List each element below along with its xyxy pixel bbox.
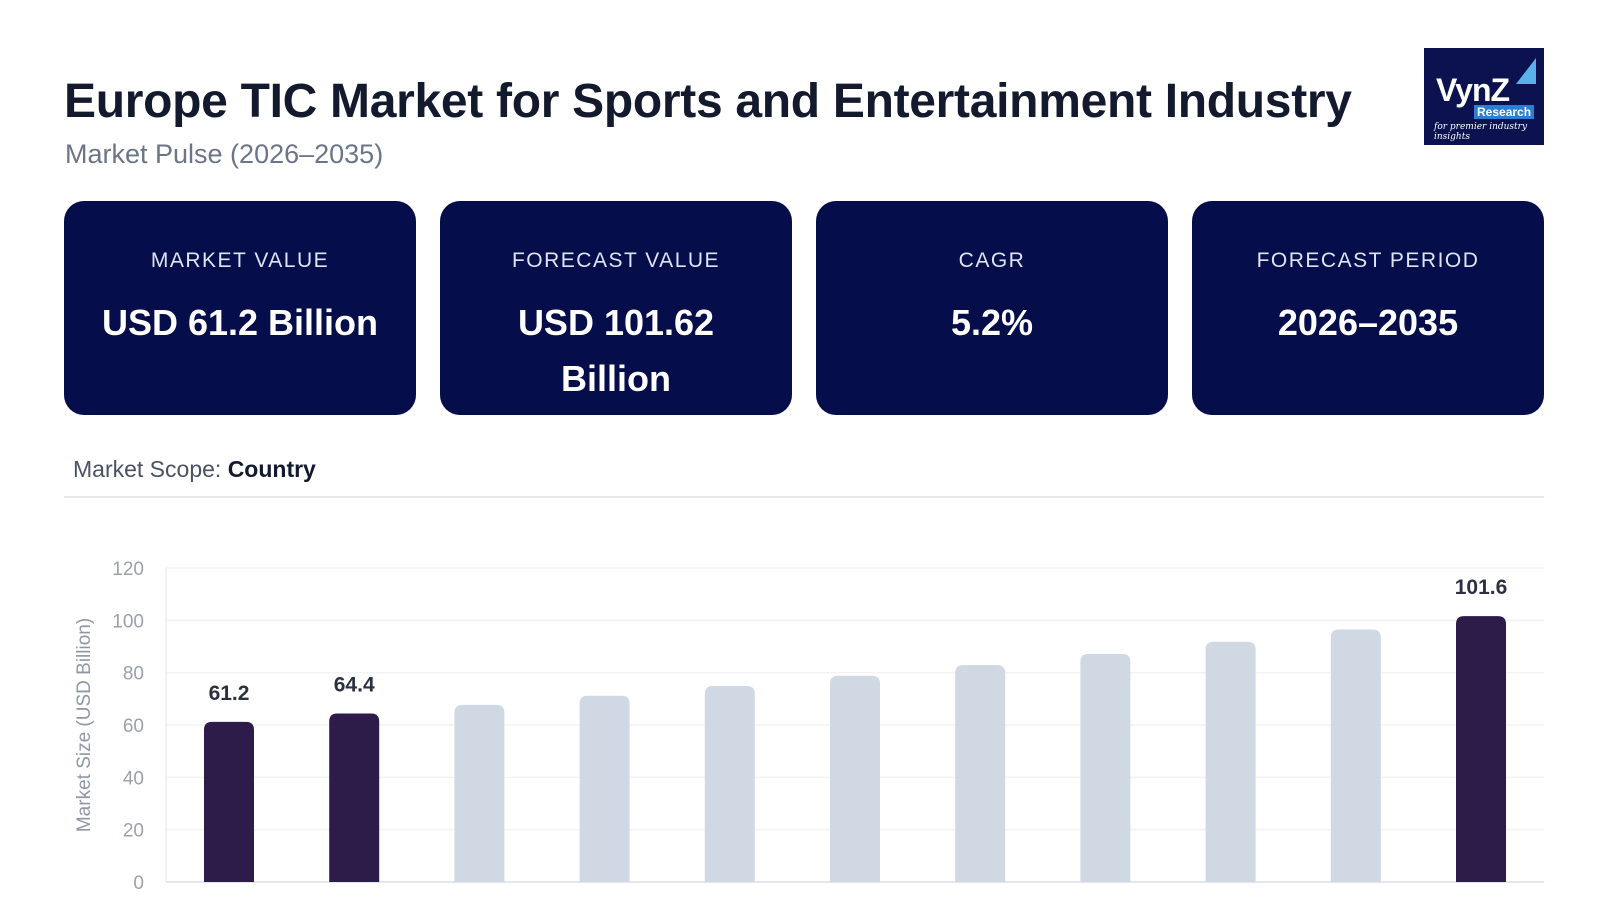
logo-badge: Research — [1474, 105, 1535, 119]
cagr-card: CAGR 5.2% — [816, 201, 1168, 415]
data-label: 61.2 — [209, 682, 250, 705]
card-label: MARKET VALUE — [150, 249, 330, 272]
scope-label: Market Scope: — [73, 456, 222, 482]
forecast-value-card: FORECAST VALUE USD 101.62 Billion — [440, 201, 792, 415]
bar — [1330, 629, 1381, 882]
y-axis-label: Market Size (USD Billion) — [74, 618, 95, 832]
page-title: Europe TIC Market for Sports and Enterta… — [64, 75, 1352, 128]
bar — [454, 704, 505, 882]
logo-name: VynZ — [1436, 72, 1510, 108]
bar — [1456, 616, 1506, 882]
bar — [1080, 653, 1131, 882]
bar — [830, 675, 880, 882]
card-value: USD 101.62 Billion — [517, 302, 715, 399]
page-subtitle: Market Pulse (2026–2035) — [65, 139, 384, 169]
card-label: FORECAST PERIOD — [1256, 249, 1480, 272]
bar — [579, 695, 630, 882]
bar — [1205, 641, 1256, 882]
y-tick-label: 80 — [123, 664, 144, 685]
bar — [204, 721, 254, 882]
forecast-period-card: FORECAST PERIOD 2026–2035 — [1192, 201, 1544, 415]
market-value-card: MARKET VALUE USD 61.2 Billion — [64, 201, 416, 415]
y-tick-label: 100 — [112, 611, 144, 632]
card-value: USD 61.2 Billion — [101, 302, 379, 343]
bar — [329, 713, 380, 882]
y-tick-label: 120 — [112, 559, 144, 580]
y-tick-label: 20 — [123, 821, 144, 842]
card-label: CAGR — [958, 249, 1026, 272]
logo-arrow-icon — [1516, 58, 1536, 84]
card-label: FORECAST VALUE — [511, 249, 721, 272]
logo-tagline: for premier industry insights — [1434, 122, 1528, 142]
card-value: 2026–2035 — [1277, 302, 1459, 343]
card-value: 5.2% — [950, 302, 1034, 343]
bar — [704, 686, 755, 882]
data-label: 101.6 — [1455, 576, 1508, 599]
y-tick-label: 40 — [123, 768, 144, 789]
vynz-research-logo: VynZ Research for premier industry insig… — [1424, 48, 1544, 145]
market-scope: Market Scope: Country — [73, 456, 316, 483]
data-label: 64.4 — [334, 673, 375, 696]
bar — [955, 665, 1006, 882]
scope-value: Country — [227, 456, 316, 482]
divider — [64, 496, 1544, 498]
y-tick-label: 60 — [123, 716, 144, 737]
y-tick-label: 0 — [133, 873, 144, 894]
